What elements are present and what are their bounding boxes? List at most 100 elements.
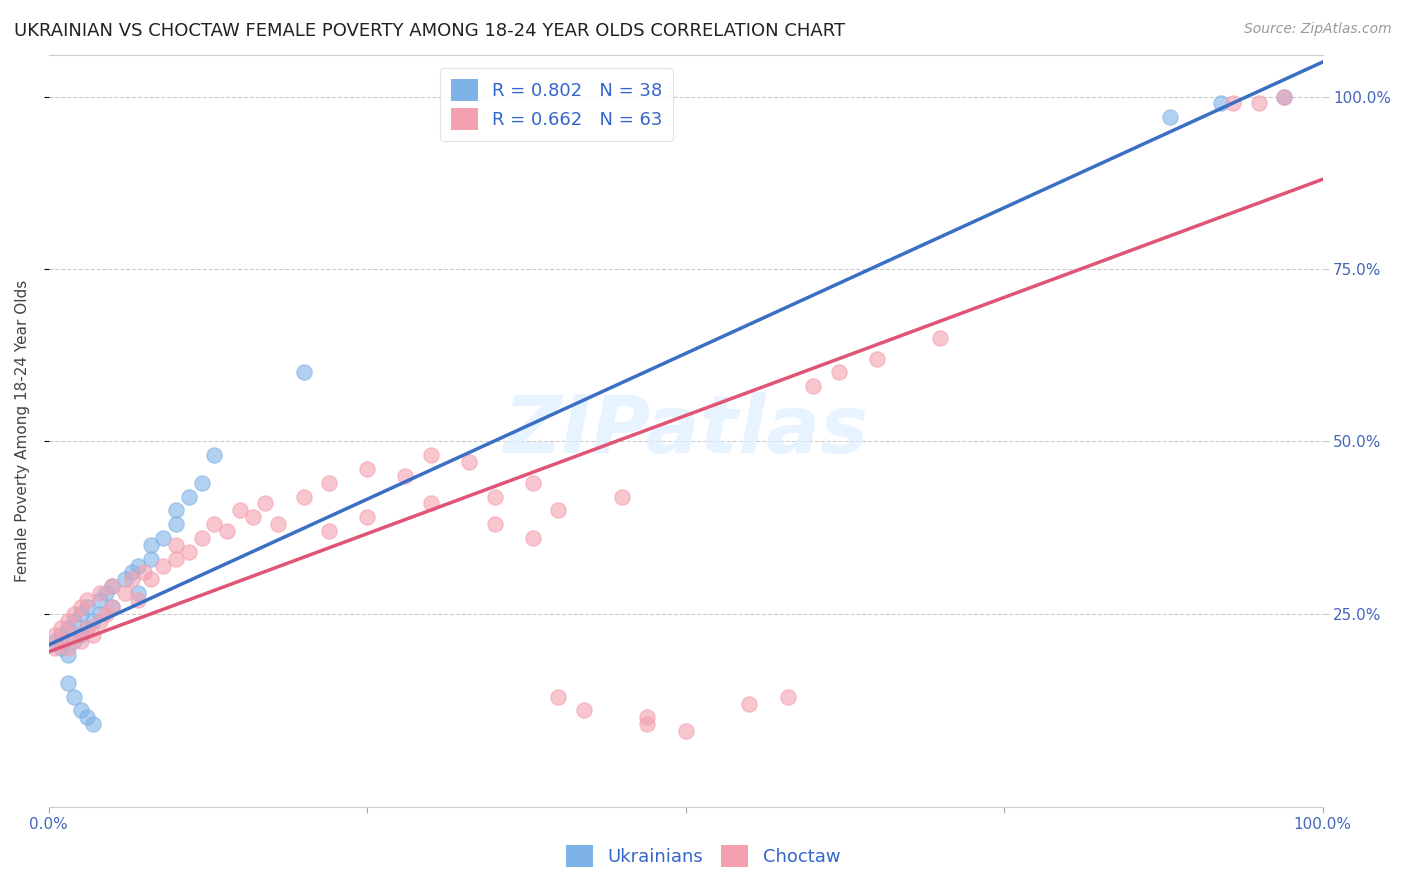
Point (356, 510, 378, 524)
Point (177, 545, 200, 559)
Point (190, 475, 212, 490)
Point (63, 690, 86, 704)
Point (44, 627, 66, 641)
Point (82, 614, 104, 628)
Point (76, 593, 98, 607)
Point (127, 558, 149, 573)
Point (63, 607, 86, 621)
Point (242, 510, 264, 524)
Point (419, 496, 441, 510)
Point (94, 586, 117, 600)
Point (165, 538, 187, 552)
Point (776, 690, 799, 704)
Point (89, 586, 111, 600)
Point (1209, 96, 1232, 111)
Point (636, 710, 658, 724)
Point (254, 496, 277, 510)
Point (69, 599, 91, 614)
Point (114, 573, 136, 587)
Point (177, 490, 200, 504)
Point (165, 503, 187, 517)
Text: Source: ZipAtlas.com: Source: ZipAtlas.com (1244, 22, 1392, 37)
Point (267, 517, 290, 532)
Point (114, 586, 136, 600)
Point (101, 579, 124, 593)
Point (484, 490, 506, 504)
Point (56, 648, 79, 663)
Text: ZIPatlas: ZIPatlas (503, 392, 868, 470)
Point (827, 366, 849, 380)
Point (522, 531, 544, 545)
Point (127, 586, 149, 600)
Point (572, 703, 595, 717)
Point (51, 641, 73, 656)
Point (69, 627, 91, 641)
Point (139, 573, 162, 587)
Point (292, 490, 315, 504)
Point (89, 614, 111, 628)
Point (165, 517, 187, 532)
Point (738, 697, 761, 711)
Point (318, 524, 340, 538)
Point (94, 607, 117, 621)
Point (356, 462, 378, 476)
Point (51, 627, 73, 641)
Legend: R = 0.802   N = 38, R = 0.662   N = 63: R = 0.802 N = 38, R = 0.662 N = 63 (440, 68, 673, 141)
Point (318, 475, 340, 490)
Point (101, 599, 124, 614)
Point (139, 538, 162, 552)
Point (89, 607, 111, 621)
Point (56, 675, 79, 690)
Point (76, 621, 98, 635)
Point (202, 448, 225, 462)
Point (547, 690, 569, 704)
Point (1159, 110, 1181, 124)
Point (522, 475, 544, 490)
Legend: Ukrainians, Choctaw: Ukrainians, Choctaw (558, 838, 848, 874)
Point (127, 593, 149, 607)
Point (929, 331, 952, 345)
Point (63, 614, 86, 628)
Point (82, 717, 104, 731)
Point (675, 724, 697, 739)
Point (76, 621, 98, 635)
Point (134, 566, 156, 580)
Point (56, 621, 79, 635)
Point (1272, 89, 1295, 103)
Point (101, 599, 124, 614)
Point (44, 641, 66, 656)
Point (152, 558, 174, 573)
Y-axis label: Female Poverty Among 18-24 Year Olds: Female Poverty Among 18-24 Year Olds (15, 280, 30, 582)
Point (76, 599, 98, 614)
Point (229, 503, 252, 517)
Point (1272, 89, 1295, 103)
Point (484, 517, 506, 532)
Point (69, 607, 91, 621)
Point (1222, 96, 1244, 111)
Point (801, 379, 824, 393)
Point (1247, 96, 1270, 111)
Point (610, 490, 633, 504)
Point (69, 634, 91, 648)
Text: UKRAINIAN VS CHOCTAW FEMALE POVERTY AMONG 18-24 YEAR OLDS CORRELATION CHART: UKRAINIAN VS CHOCTAW FEMALE POVERTY AMON… (14, 22, 845, 40)
Point (82, 627, 104, 641)
Point (636, 717, 658, 731)
Point (190, 531, 212, 545)
Point (419, 448, 441, 462)
Point (63, 634, 86, 648)
Point (165, 551, 187, 566)
Point (121, 573, 143, 587)
Point (217, 524, 239, 538)
Point (56, 641, 79, 656)
Point (69, 703, 91, 717)
Point (458, 455, 481, 469)
Point (121, 566, 143, 580)
Point (866, 351, 889, 366)
Point (89, 593, 111, 607)
Point (139, 551, 162, 566)
Point (76, 710, 98, 724)
Point (51, 621, 73, 635)
Point (56, 614, 79, 628)
Point (51, 634, 73, 648)
Point (394, 469, 416, 483)
